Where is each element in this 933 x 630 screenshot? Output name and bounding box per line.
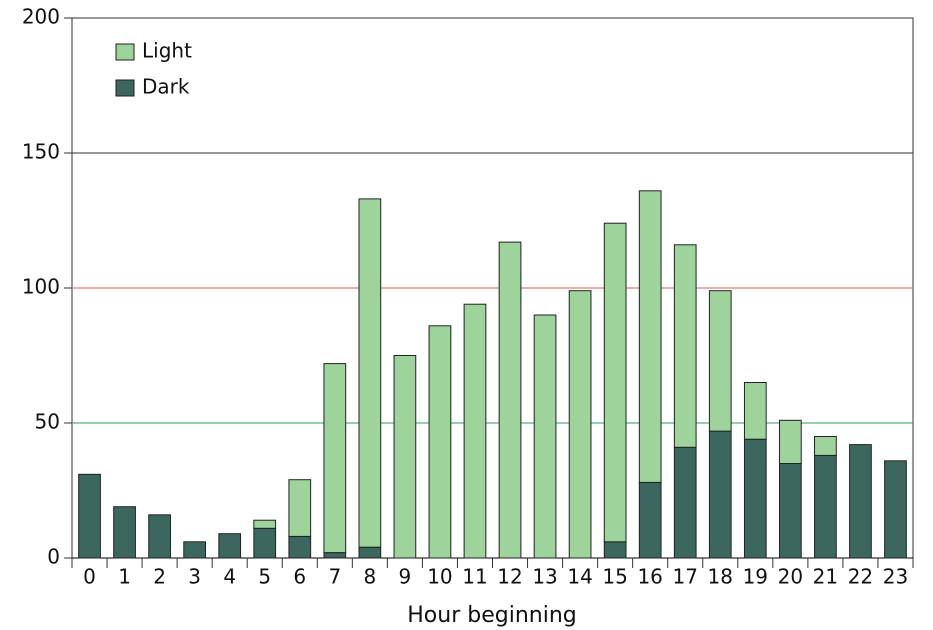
x-tick-label: 21 (813, 565, 838, 589)
bar-segment (358, 198, 382, 548)
x-tick-label: 1 (118, 565, 131, 589)
bar-segment (568, 290, 592, 559)
x-tick-label: 11 (462, 565, 487, 589)
bar-segment (638, 481, 662, 559)
bar-segment (253, 527, 277, 559)
bar-segment (743, 382, 767, 440)
bar-segment (638, 190, 662, 483)
x-tick-label: 23 (883, 565, 908, 589)
x-tick-label: 14 (567, 565, 592, 589)
bar-segment (323, 363, 347, 554)
bar-segment (673, 446, 697, 559)
bar-segment (814, 436, 837, 456)
bar-segment (603, 541, 627, 559)
x-tick-label: 6 (293, 565, 306, 589)
y-tick-label: 150 (22, 140, 60, 164)
x-tick-label: 13 (532, 565, 557, 589)
legend-swatch (115, 79, 135, 97)
bar-segment (778, 463, 802, 559)
legend-swatch (115, 43, 135, 61)
x-tick-label: 12 (497, 565, 522, 589)
x-tick-label: 10 (427, 565, 452, 589)
x-tick-label: 5 (258, 565, 271, 589)
bar-segment (673, 244, 697, 448)
bar-segment (708, 290, 732, 432)
legend-label: Light (142, 39, 192, 63)
bar-segment (288, 535, 312, 559)
bar-segment (884, 460, 907, 559)
x-tick-label: 15 (602, 565, 627, 589)
bar-segment (498, 241, 522, 559)
x-tick-label: 9 (399, 565, 412, 589)
bar-segment (218, 533, 242, 559)
x-tick-label: 0 (83, 565, 96, 589)
x-tick-label: 20 (778, 565, 803, 589)
bar-segment (603, 222, 627, 543)
bar-segment (253, 519, 277, 529)
bar-segment (148, 514, 171, 559)
y-tick-label: 0 (47, 545, 60, 569)
bar-segment (743, 438, 767, 559)
bar-segment (393, 355, 417, 559)
bar-segment (323, 552, 347, 559)
x-tick-label: 17 (673, 565, 698, 589)
y-tick-label: 100 (22, 275, 60, 299)
x-tick-label: 22 (848, 565, 873, 589)
x-axis-label: Hour beginning (407, 603, 576, 628)
bar-segment (463, 303, 487, 559)
y-tick-label: 200 (22, 5, 60, 29)
x-tick-label: 8 (363, 565, 376, 589)
legend-label: Dark (142, 75, 190, 99)
bar-segment (183, 541, 207, 559)
bar-segment (814, 454, 837, 559)
bar-segment (778, 419, 802, 464)
x-tick-label: 3 (188, 565, 201, 589)
x-tick-label: 4 (223, 565, 236, 589)
bar-segment (708, 430, 732, 559)
bar-segment (428, 325, 452, 559)
bar-segment (849, 444, 872, 559)
y-tick-label: 50 (35, 410, 60, 434)
bar-segment (78, 473, 101, 559)
x-tick-label: 2 (153, 565, 166, 589)
bar-segment (533, 314, 557, 559)
x-tick-label: 7 (328, 565, 341, 589)
x-tick-label: 18 (708, 565, 733, 589)
x-tick-label: 19 (743, 565, 768, 589)
bar-segment (288, 479, 312, 537)
x-tick-label: 16 (637, 565, 662, 589)
bar-segment (113, 506, 136, 559)
bar-segment (358, 546, 382, 559)
